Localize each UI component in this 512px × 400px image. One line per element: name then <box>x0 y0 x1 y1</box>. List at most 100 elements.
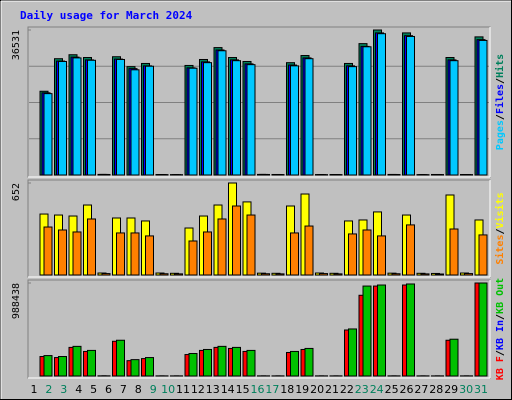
bar <box>449 60 459 176</box>
legend-entry: Pages <box>495 120 506 150</box>
bar <box>464 273 473 276</box>
bar <box>116 232 125 276</box>
bar <box>304 225 314 276</box>
bar <box>72 345 82 377</box>
x-tick-label: 2 <box>45 383 52 396</box>
x-tick-label: 15 <box>236 383 250 396</box>
bar <box>130 359 140 377</box>
bar <box>319 273 328 276</box>
x-tick-label: 20 <box>310 383 324 396</box>
bar <box>290 232 299 276</box>
bar <box>232 60 241 176</box>
bar <box>246 349 256 377</box>
bar <box>159 273 169 276</box>
bar <box>72 57 82 176</box>
bar <box>188 353 198 377</box>
bar <box>58 229 67 276</box>
legend-entry: Sites <box>494 235 506 265</box>
bar <box>130 232 140 276</box>
bar <box>174 273 183 276</box>
x-tick-label: 4 <box>75 383 82 396</box>
legend-separator: / <box>495 228 506 234</box>
x-tick-label: 14 <box>221 383 235 396</box>
bar <box>116 339 125 377</box>
bar <box>72 231 82 276</box>
bar <box>203 62 212 176</box>
x-tick-label: 25 <box>385 383 399 396</box>
legend: KB F/KB In/KB Out <box>495 278 506 380</box>
legend-entry: KB F <box>495 356 506 380</box>
bar <box>130 69 140 176</box>
bar <box>304 58 314 176</box>
bar <box>333 273 343 276</box>
x-tick-label: 11 <box>176 383 190 396</box>
bar <box>348 233 357 276</box>
x-tick-label: 23 <box>355 383 369 396</box>
x-tick-label: 1 <box>31 383 38 396</box>
bar <box>290 65 299 176</box>
bar <box>217 50 227 176</box>
bar <box>217 218 227 276</box>
x-tick-label: 18 <box>280 383 294 396</box>
bar <box>203 348 212 377</box>
bar <box>101 173 111 176</box>
bar <box>406 35 415 176</box>
bar <box>261 273 270 276</box>
x-tick-label: 21 <box>325 383 339 396</box>
bar <box>290 350 299 377</box>
x-tick-label: 19 <box>295 383 309 396</box>
bar <box>43 355 53 377</box>
bar <box>362 46 372 176</box>
legend-separator: / <box>495 78 506 84</box>
x-tick-label: 24 <box>370 383 384 396</box>
bar <box>203 231 212 276</box>
x-tick-label: 31 <box>474 383 488 396</box>
panel <box>27 179 491 278</box>
x-tick-label: 10 <box>161 383 175 396</box>
x-tick-label: 6 <box>105 383 112 396</box>
legend-entry: Visits <box>494 192 506 228</box>
bar <box>217 345 227 377</box>
bar <box>391 273 401 276</box>
bar <box>87 349 96 377</box>
bar <box>116 58 125 176</box>
x-tick-label: 9 <box>150 383 157 396</box>
bar <box>246 64 256 176</box>
y-tick-label: 652 <box>11 183 22 201</box>
x-tick-label: 13 <box>206 383 220 396</box>
bar <box>145 235 154 276</box>
x-tick-label: 16 <box>251 383 265 396</box>
legend-separator: / <box>495 114 506 120</box>
bar <box>246 214 256 276</box>
bar <box>362 229 372 276</box>
x-tick-label: 3 <box>60 383 67 396</box>
x-tick-label: 5 <box>90 383 97 396</box>
legend-entry: KB Out <box>495 278 506 314</box>
x-tick-label: 26 <box>400 383 414 396</box>
x-tick-label: 27 <box>414 383 428 396</box>
x-tick-label: 17 <box>265 383 279 396</box>
bar <box>377 235 386 276</box>
bar <box>478 282 488 377</box>
bar <box>87 218 96 276</box>
legend: Sites/Visits <box>494 192 506 264</box>
x-tick-label: 30 <box>459 383 473 396</box>
bar <box>420 273 430 276</box>
bar <box>304 347 314 377</box>
legend: Pages/Files/Hits <box>494 54 506 150</box>
bar <box>58 60 67 176</box>
bar <box>377 284 386 377</box>
x-tick-label: 12 <box>191 383 205 396</box>
bar <box>377 33 386 176</box>
legend-entry: Hits <box>494 54 506 78</box>
x-tick-label: 29 <box>444 383 458 396</box>
x-tick-label: 28 <box>429 383 443 396</box>
bar <box>43 93 53 176</box>
bar <box>188 240 198 276</box>
bar <box>232 346 241 377</box>
legend-separator: / <box>495 314 506 320</box>
bar <box>145 65 154 176</box>
bar <box>478 39 488 176</box>
